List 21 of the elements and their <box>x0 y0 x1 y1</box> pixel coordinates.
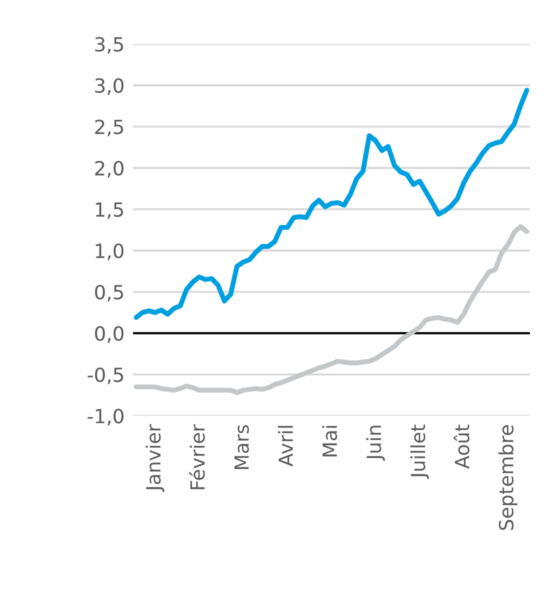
y-tick-label: -0,5 <box>88 367 124 384</box>
y-tick-label: 3,0 <box>95 78 124 95</box>
y-tick-label: -1,0 <box>88 408 124 426</box>
x-tick-label: Mai <box>322 426 338 456</box>
x-tick-label: Février <box>189 424 205 490</box>
y-tick-label: 1,0 <box>96 244 124 260</box>
x-tick-label: Mars <box>234 425 249 470</box>
line-series <box>134 88 530 320</box>
line-series <box>134 224 530 396</box>
x-tick-label: Juin <box>366 426 385 461</box>
x-tick-label: Août <box>454 424 470 469</box>
y-tick-label: 1,5 <box>96 202 124 219</box>
x-tick-label: Septembre <box>498 425 518 530</box>
y-tick-label: 0,0 <box>95 326 124 343</box>
y-tick-label: 2,0 <box>95 160 124 178</box>
x-tick-label: Janvier <box>146 424 164 492</box>
x-tick-label: Avril <box>278 426 293 466</box>
y-tick-label: 0,5 <box>95 284 124 302</box>
y-tick-label: 2,5 <box>95 120 124 136</box>
x-tick-label: Juillet <box>410 424 429 479</box>
y-tick-label: 3,5 <box>95 36 124 54</box>
